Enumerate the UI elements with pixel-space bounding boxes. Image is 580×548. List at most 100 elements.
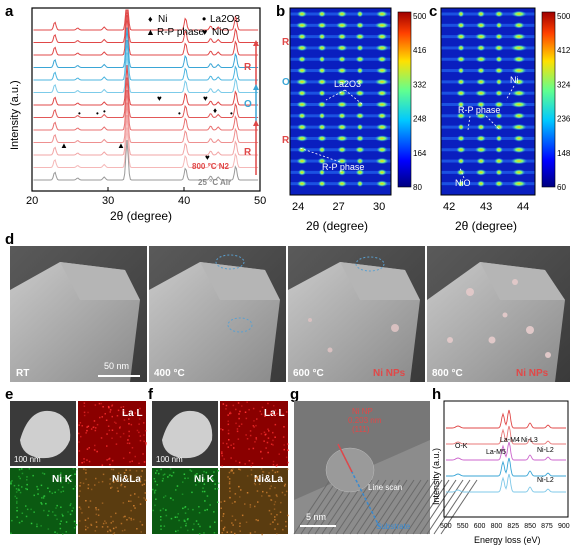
eds-speckle — [268, 430, 270, 432]
eds-speckle — [111, 459, 114, 462]
svg-text:•: • — [78, 109, 81, 118]
heatmap-spot — [376, 146, 388, 153]
heatmap-b-label-rp: R-P phase — [322, 162, 364, 172]
eds-speckle — [135, 470, 138, 472]
tem-label-hkl: (111) — [352, 425, 370, 434]
eds-speckle — [78, 506, 81, 508]
eds-speckle — [256, 418, 258, 420]
eds-speckle — [280, 501, 282, 504]
svg-text:▲: ▲ — [60, 141, 68, 150]
eds-speckle — [111, 437, 113, 439]
eds-f-la-label: La L — [264, 408, 285, 419]
tem-fringe — [335, 479, 373, 535]
heatmap-spot — [318, 89, 326, 97]
eds-speckle — [128, 500, 130, 502]
eds-speckle — [101, 526, 104, 528]
eds-speckle — [260, 451, 262, 453]
heatmap-x-tick-label: 30 — [373, 201, 385, 213]
heatmap-spot — [456, 169, 466, 176]
eds-speckle — [79, 520, 81, 522]
sem-label-600: 600 °C — [293, 368, 324, 379]
eds-e-la-map — [78, 401, 146, 466]
tem-fringe — [405, 479, 443, 535]
eds-speckle — [198, 533, 201, 535]
eds-speckle — [221, 451, 223, 453]
eds-speckle — [230, 457, 232, 459]
eds-speckle — [85, 528, 87, 531]
eds-speckle — [165, 514, 168, 517]
heatmap-spot — [457, 157, 465, 165]
eds-speckle — [244, 503, 246, 505]
eds-speckle — [244, 411, 247, 413]
eds-speckle — [70, 479, 73, 481]
sem-image-400: 400 °C — [149, 246, 286, 382]
eds-speckle — [270, 499, 272, 501]
heatmap-band — [441, 148, 535, 152]
eds-speckle — [105, 522, 107, 524]
eds-speckle — [54, 531, 56, 533]
eds-speckle — [72, 468, 75, 470]
legend-la2o3-label: La2O3 — [210, 14, 240, 25]
eds-speckle — [25, 515, 28, 518]
eds-speckle — [195, 520, 198, 522]
eds-speckle — [21, 468, 23, 470]
eds-speckle — [209, 504, 211, 506]
heatmap-spot — [374, 22, 390, 29]
eds-speckle — [134, 455, 136, 458]
tem-scalebar-label: 5 nm — [306, 512, 326, 522]
eds-speckle — [209, 526, 211, 528]
sem-scalebar-label: 50 nm — [104, 361, 129, 371]
heatmap-spot — [355, 146, 365, 153]
eds-speckle — [62, 515, 64, 517]
eds-speckle — [40, 502, 42, 504]
heatmap-spot — [495, 89, 503, 97]
eels-x-tick-label: 500 — [440, 523, 452, 530]
eds-speckle — [232, 404, 235, 407]
heatmap-spot — [318, 56, 326, 63]
eds-speckle — [153, 490, 156, 492]
eds-speckle — [11, 519, 13, 522]
heatmap-b-x-ticks: 24 27 30 — [292, 201, 385, 213]
eds-speckle — [84, 519, 87, 521]
eds-speckle — [139, 439, 142, 442]
heatmap-spot — [511, 180, 527, 187]
heatmap-spot — [336, 101, 348, 108]
heatmap-band — [441, 159, 535, 163]
heatmap-spot — [296, 101, 308, 108]
eds-speckle — [278, 453, 280, 455]
eds-speckle — [223, 500, 226, 502]
heatmap-spot — [297, 33, 307, 40]
heatmap-spot — [475, 89, 487, 97]
eds-speckle — [106, 526, 109, 528]
heatmap-c-label-rp: R-P phase — [458, 105, 500, 115]
eds-speckle — [144, 479, 146, 482]
heatmap-spot — [513, 135, 525, 142]
eds-speckle — [237, 402, 240, 404]
eds-speckle — [67, 511, 69, 513]
eds-speckle — [225, 404, 228, 407]
eds-speckle — [41, 472, 44, 474]
eds-speckle — [241, 405, 243, 407]
eds-speckle — [42, 497, 45, 499]
eds-speckle — [260, 413, 263, 415]
legend-la2o3-symbol: • — [202, 12, 206, 26]
tem-fringe — [419, 479, 457, 535]
tem-fringe — [342, 479, 380, 535]
eds-speckle — [78, 432, 80, 435]
eds-speckle — [192, 528, 194, 531]
heatmap-spot — [475, 112, 487, 120]
eds-speckle — [222, 429, 224, 431]
eds-speckle — [178, 519, 180, 522]
eds-speckle — [116, 487, 119, 489]
heatmap-spot — [494, 44, 504, 52]
eds-speckle — [95, 477, 97, 480]
heatmap-spot — [495, 169, 503, 176]
eds-speckle — [272, 463, 275, 466]
eds-speckle — [162, 474, 165, 476]
eels-trace-2 — [446, 425, 566, 445]
eds-speckle — [33, 494, 35, 497]
eds-speckle — [118, 472, 120, 474]
eds-speckle — [267, 428, 269, 430]
eds-speckle — [111, 486, 113, 488]
heatmap-spot — [318, 33, 326, 40]
